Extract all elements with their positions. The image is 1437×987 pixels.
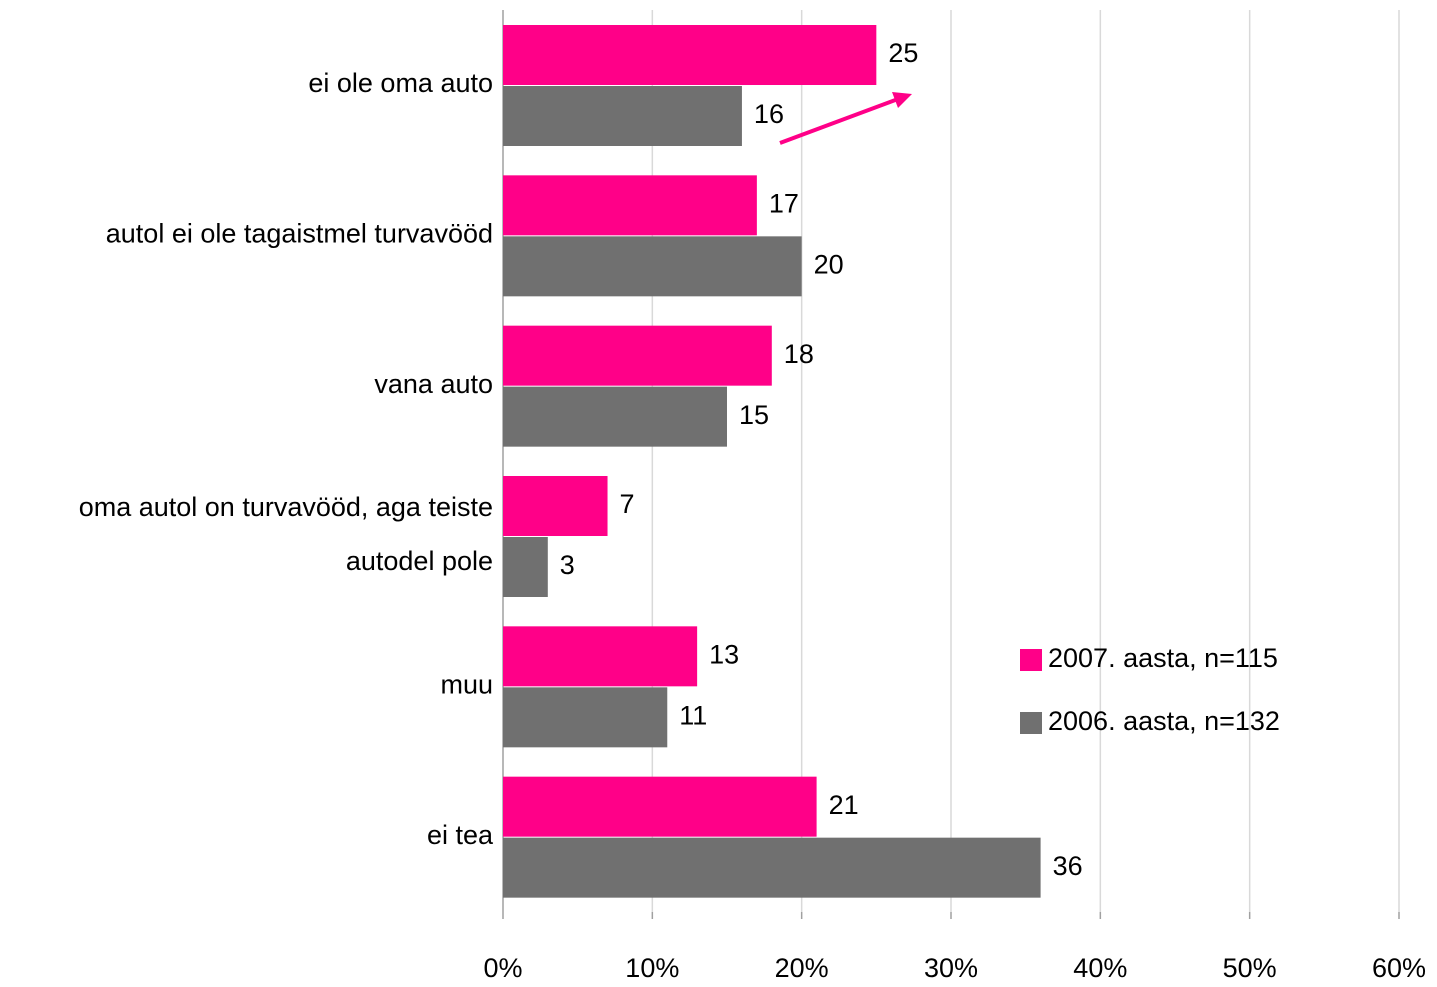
x-tick-label: 50%	[1223, 953, 1277, 983]
x-tick-label: 60%	[1372, 953, 1426, 983]
data-label: 25	[888, 38, 918, 68]
legend-label: 2007. aasta, n=115	[1048, 643, 1278, 673]
y-tick-label: oma autol on turvavööd, aga teiste autode…	[79, 492, 493, 576]
x-tick-label: 30%	[924, 953, 978, 983]
legend-label: 2006. aasta, n=132	[1048, 706, 1280, 736]
bar	[503, 687, 668, 748]
data-label: 15	[739, 400, 769, 430]
bar	[503, 386, 727, 447]
data-label: 17	[769, 188, 799, 218]
legend-swatch	[1020, 649, 1042, 671]
data-label: 16	[754, 99, 784, 129]
bar	[503, 776, 817, 837]
bar	[503, 837, 1041, 898]
data-label: 21	[829, 790, 859, 820]
annotation-arrow	[779, 92, 912, 145]
y-tick-label: autol ei ole tagaistmel turvavööd	[106, 218, 493, 248]
bar	[503, 476, 608, 536]
x-tick-label: 40%	[1073, 953, 1127, 983]
bar	[503, 236, 802, 297]
data-label: 36	[1053, 851, 1083, 881]
bar	[503, 175, 757, 236]
bar	[503, 325, 772, 386]
data-label: 7	[620, 489, 635, 519]
legend-swatch	[1020, 712, 1042, 734]
bar	[503, 86, 742, 146]
y-tick-label: muu	[440, 669, 493, 699]
data-label: 11	[679, 700, 707, 730]
x-tick-label: 10%	[625, 953, 679, 983]
y-tick-label: ei tea	[427, 820, 494, 850]
y-tick-label: ei ole oma auto	[308, 68, 493, 98]
x-tick-label: 20%	[775, 953, 829, 983]
x-tick-label: 0%	[483, 953, 522, 983]
bar	[503, 25, 877, 85]
bar	[503, 626, 698, 687]
data-label: 20	[814, 249, 844, 279]
y-tick-label: vana auto	[374, 369, 493, 399]
bar	[503, 537, 548, 597]
data-label: 18	[784, 339, 814, 369]
data-label: 3	[560, 550, 575, 580]
data-label: 13	[709, 639, 739, 669]
